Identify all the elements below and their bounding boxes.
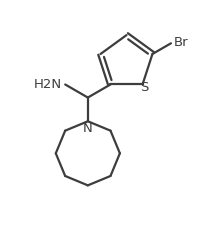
- Text: N: N: [83, 122, 93, 135]
- Text: H2N: H2N: [34, 78, 62, 91]
- Text: Br: Br: [174, 36, 188, 49]
- Text: S: S: [140, 81, 149, 94]
